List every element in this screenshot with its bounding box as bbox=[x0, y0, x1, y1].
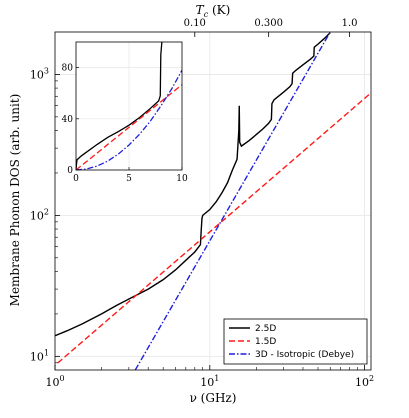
inset-chart: 0 5 10 0 40 80 bbox=[62, 41, 188, 184]
legend-label-1-5d: 1.5D bbox=[255, 337, 276, 347]
top-tick-label: 0.300 bbox=[254, 18, 283, 29]
y-tick-label: 102 bbox=[30, 207, 49, 222]
legend-label-2-5d: 2.5D bbox=[255, 324, 276, 334]
inset-series-line-2 bbox=[76, 69, 182, 170]
inset-y-tick-label: 80 bbox=[62, 64, 74, 74]
series-group bbox=[55, 32, 371, 370]
top-axis-title: Tc (K) bbox=[196, 3, 231, 19]
legend: 2.5D 1.5D 3D - Isotropic (Debye) bbox=[223, 318, 368, 365]
inset-x-tick-label: 0 bbox=[73, 174, 79, 184]
plot-area-frame bbox=[54, 31, 372, 371]
series-line-2 bbox=[134, 32, 331, 370]
x-tick-label: 101 bbox=[200, 374, 219, 389]
inset-x-tick-label: 5 bbox=[126, 174, 132, 184]
y-tick-label: 103 bbox=[30, 66, 49, 81]
inset-series-line-0 bbox=[76, 42, 163, 170]
inset-axes-group: 0 5 10 0 40 80 bbox=[62, 64, 188, 184]
inset-series-line-1 bbox=[76, 84, 182, 170]
y-axis-title: Membrane Phonon DOS (arb. unit) bbox=[8, 94, 22, 307]
inset-series-group bbox=[76, 42, 182, 170]
legend-label-3d: 3D - Isotropic (Debye) bbox=[255, 350, 354, 360]
x-tick-label: 102 bbox=[355, 374, 374, 389]
y-tick-label: 101 bbox=[30, 348, 49, 363]
inset-grid-lines bbox=[76, 42, 182, 170]
x-axis-title: ν (GHz) bbox=[190, 391, 237, 405]
x-tick-label: 100 bbox=[45, 374, 64, 389]
top-tick-label: 0.10 bbox=[184, 18, 206, 29]
inset-x-tick-label: 10 bbox=[176, 174, 188, 184]
top-tick-label: 1.0 bbox=[342, 18, 358, 29]
inset-y-tick-label: 40 bbox=[62, 115, 74, 125]
inset-y-tick-label: 0 bbox=[67, 166, 73, 176]
series-line-0 bbox=[55, 32, 331, 337]
